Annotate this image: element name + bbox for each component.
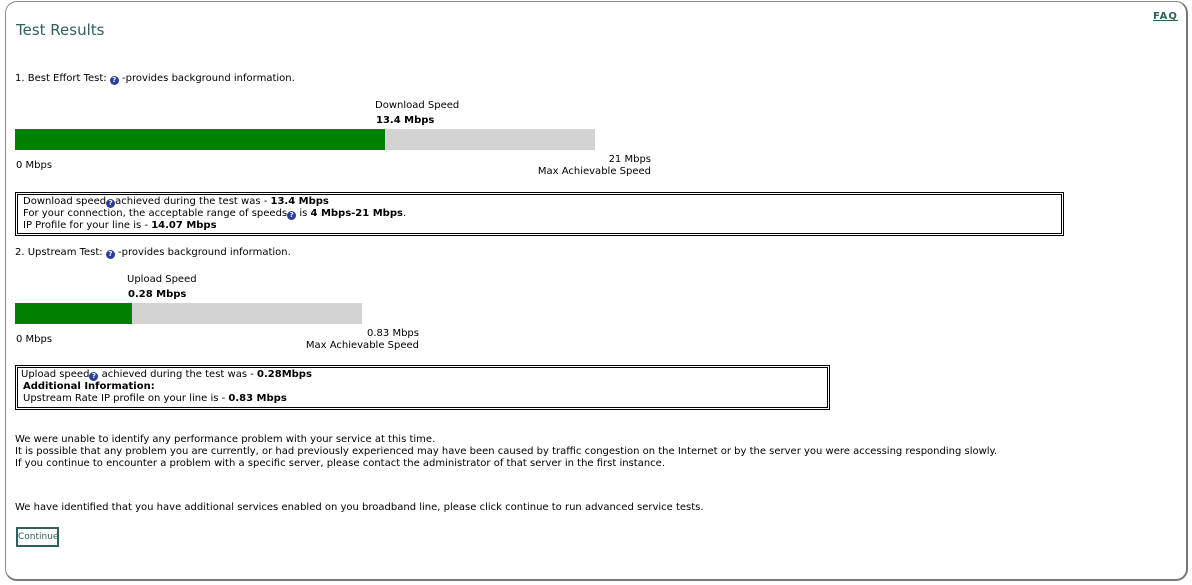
download-min-label: 0 Mbps <box>16 160 53 171</box>
advanced-services-message: We have identified that you have additio… <box>15 502 704 513</box>
faq-link[interactable]: FAQ <box>1153 11 1178 22</box>
upload-min-label: 0 Mbps <box>16 334 53 345</box>
help-icon[interactable]: ? <box>106 199 116 208</box>
upload-speed-fill <box>15 303 132 324</box>
download-speed-label: Download Speed <box>375 100 460 111</box>
upload-max-label: 0.83 Mbps <box>367 328 419 339</box>
upload-speed-value: 0.28 Mbps <box>128 289 187 300</box>
help-icon[interactable]: ? <box>105 250 115 259</box>
download-speed-bar <box>15 129 595 150</box>
help-icon[interactable]: ? <box>287 211 297 220</box>
upload-speed-label: Upload Speed <box>127 274 197 285</box>
download-speed-value: 13.4 Mbps <box>376 115 435 126</box>
download-max-label: 21 Mbps <box>608 154 651 165</box>
message-1: We were unable to identify any performan… <box>15 434 436 445</box>
upload-max-caption: Max Achievable Speed <box>305 340 419 351</box>
message-3: If you continue to encounter a problem w… <box>15 458 665 469</box>
download-speed-fill <box>15 129 386 150</box>
help-icon[interactable]: ? <box>89 372 99 381</box>
download-info-box: Download speed? achieved during the test … <box>15 192 1064 236</box>
page-title: Test Results <box>16 21 105 39</box>
best-effort-heading: 1. Best Effort Test: ? -provides backgro… <box>15 73 295 85</box>
results-panel <box>5 1 1188 581</box>
message-2: It is possible that any problem you are … <box>15 446 998 457</box>
download-max-caption: Max Achievable Speed <box>537 166 651 177</box>
upload-info-box: Upload speed? achieved during the test w… <box>15 365 830 410</box>
help-icon[interactable]: ? <box>109 76 119 85</box>
continue-button[interactable]: Continue <box>16 527 59 547</box>
upload-speed-bar <box>15 303 362 324</box>
upstream-heading: 2. Upstream Test: ? -provides background… <box>15 247 291 259</box>
